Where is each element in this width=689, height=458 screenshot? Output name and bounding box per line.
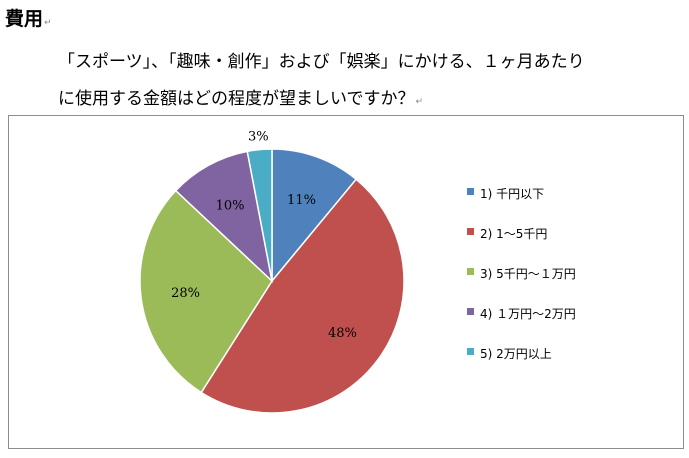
pie-chart-plot: 11% 48% 28% 10% 3%: [139, 130, 405, 414]
legend-swatch-1: [467, 188, 474, 195]
pie-chart: 11% 48% 28% 10% 3% 1) 千円以下 2) 1～5千円 3) 5千円～１万円…: [8, 115, 684, 449]
paragraph-mark-icon: ↵: [44, 18, 52, 28]
legend-label-1: 1) 千円以下: [480, 187, 545, 201]
legend-label-2: 2) 1～5千円: [480, 227, 548, 241]
pie-slice-2: [200, 178, 405, 414]
pie-slice-4: [174, 150, 274, 284]
pie-slice-5: [246, 148, 273, 282]
question-line-1: 「スポーツ」、「趣味・創作」および「娯楽」にかける、１ヶ月あたり: [58, 52, 585, 72]
pie-slice-3: [139, 189, 273, 394]
question-line-2: に使用する金額はどの程度が望ましいですか？↵: [58, 84, 423, 109]
section-heading: 費用↵: [5, 4, 52, 31]
data-label-5: 3%: [248, 130, 269, 145]
data-label-4: 10%: [216, 199, 245, 214]
pie-slice-1: [271, 148, 358, 284]
question-line-2-text: に使用する金額はどの程度が望ましいですか？: [58, 89, 415, 109]
data-label-3: 28%: [171, 286, 200, 301]
legend-swatch-4: [467, 308, 474, 315]
legend-swatch-5: [467, 348, 474, 355]
legend-label-5: 5) 2万円以上: [480, 347, 552, 361]
legend-label-3: 3) 5千円～１万円: [480, 267, 576, 281]
section-heading-text: 費用: [5, 8, 44, 30]
data-label-1: 11%: [287, 193, 316, 208]
paragraph-mark-icon: ↵: [415, 97, 424, 107]
legend-swatch-2: [467, 228, 474, 235]
legend-swatch-3: [467, 268, 474, 275]
data-label-2: 48%: [328, 326, 357, 341]
legend-label-4: 4) １万円～2万円: [480, 307, 576, 321]
